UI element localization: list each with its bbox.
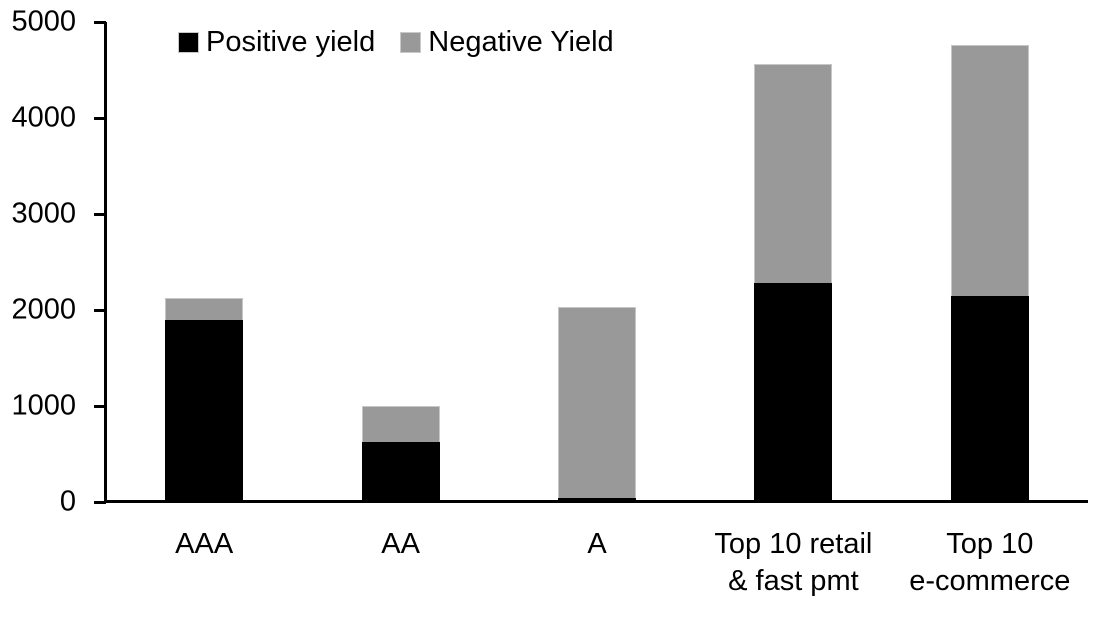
category-label-line: AA <box>381 528 420 560</box>
y-tick-label: 5000 <box>11 5 76 38</box>
legend-swatch-negative-yield <box>400 31 422 53</box>
category-label-line: A <box>587 528 607 560</box>
y-tick-label: 3000 <box>11 197 76 230</box>
legend-item-negative-yield: Negative Yield <box>400 26 614 58</box>
legend-swatch-positive-yield <box>178 31 199 53</box>
y-tick-mark <box>94 501 106 504</box>
legend-item-positive-yield: Positive yield <box>178 26 375 58</box>
category-label-line: & fast pmt <box>728 565 859 597</box>
y-tick-mark <box>94 309 106 312</box>
bar-segment-a-positive-yield <box>558 498 636 502</box>
chart-legend: Positive yield Negative Yield <box>178 26 614 58</box>
y-tick-label: 4000 <box>11 101 76 134</box>
bar-segment-aa-positive-yield <box>361 442 440 502</box>
y-tick-mark <box>94 213 106 216</box>
y-tick-mark <box>94 21 106 24</box>
y-tick-mark <box>94 405 106 408</box>
bar-segment-top-10-retail-fast-pmt-positive-yield <box>754 283 833 502</box>
legend-label: Negative Yield <box>428 26 614 58</box>
bar-segment-top-10-e-commerce-negative-yield <box>950 45 1029 296</box>
category-label-line: Top 10 retail <box>714 528 873 560</box>
bar-segment-a-negative-yield <box>558 307 636 499</box>
legend-label: Positive yield <box>206 26 376 58</box>
category-label-line: AAA <box>175 528 234 560</box>
bar-segment-aaa-negative-yield <box>165 298 244 320</box>
category-label-aa: AA <box>261 526 541 563</box>
y-tick-label: 1000 <box>11 389 76 422</box>
y-axis-line <box>104 22 107 503</box>
category-label-a: A <box>457 526 737 563</box>
category-label-top-10-e-commerce: Top 10 e-commerce <box>850 526 1102 600</box>
bar-segment-top-10-e-commerce-positive-yield <box>950 295 1029 502</box>
y-tick-label: 2000 <box>11 293 76 326</box>
bar-segment-aa-negative-yield <box>361 406 440 443</box>
y-tick-label: 0 <box>59 485 76 518</box>
y-tick-mark <box>94 117 106 120</box>
bar-segment-top-10-retail-fast-pmt-negative-yield <box>754 64 833 284</box>
category-label-aaa: AAA <box>64 526 344 563</box>
category-label-line: e-commerce <box>909 565 1071 597</box>
category-label-top-10-retail-fast-pmt: Top 10 retail & fast pmt <box>653 526 933 600</box>
bar-segment-aaa-positive-yield <box>165 319 244 502</box>
category-label-line: Top 10 <box>946 528 1034 560</box>
